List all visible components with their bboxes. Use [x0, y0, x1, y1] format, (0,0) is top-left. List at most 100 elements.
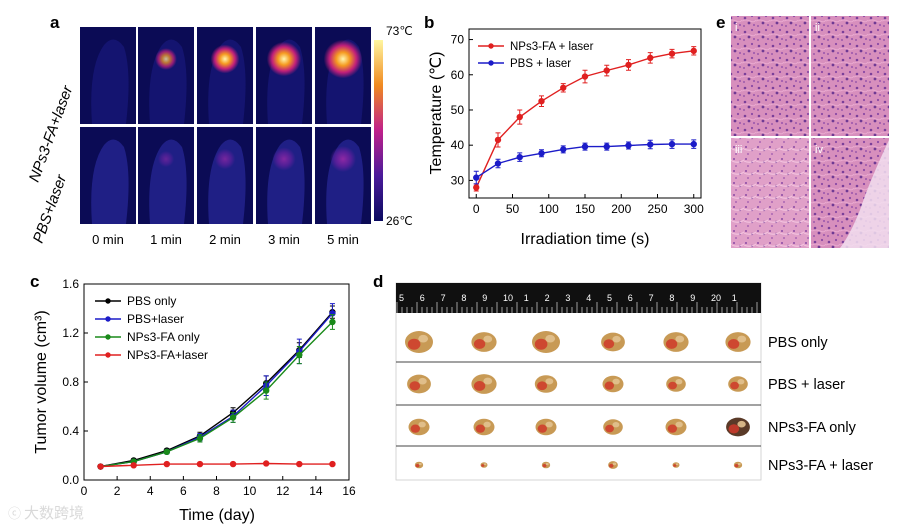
- data-point-1-0: [473, 174, 480, 181]
- data-point-0-5: [581, 73, 589, 80]
- data-point-1-5: [581, 143, 589, 150]
- data-point-3-3: [196, 460, 204, 468]
- tumor-3-0: [414, 461, 424, 469]
- thermal-image-npfa-1: [138, 27, 194, 124]
- data-point-0-2: [516, 113, 523, 121]
- data-point-1-8: [647, 141, 654, 148]
- quadrant-label-ii: ii: [815, 22, 820, 34]
- panel-c: c 0 2 4 6 8 10 12 14 160.00.40.81.21.6 PBS onlyP…: [30, 272, 356, 524]
- y-tick-label-4: 70: [451, 33, 465, 47]
- panel-c-letter: c: [30, 272, 39, 291]
- y-tick-label-0: 30: [451, 173, 465, 187]
- watermark: ⓒ 大数跨境: [8, 504, 84, 522]
- quadrant-label-i: i: [735, 22, 737, 34]
- x-tick-label-7: 14: [309, 484, 323, 498]
- tumor-1-2: [534, 375, 558, 393]
- tumor-rows: PBS only PBS + laser NPs3-FA only NPs3-FA +…: [396, 331, 873, 474]
- tumor-1-1: [471, 374, 497, 394]
- x-tick-label-5: 10: [243, 484, 257, 498]
- tumor-1-4: [666, 376, 686, 392]
- series-line-0: [100, 311, 333, 468]
- data-point-0-10: [690, 47, 697, 55]
- series-1: [97, 303, 336, 470]
- tumor-2-5: [726, 417, 750, 437]
- colorbar-min-label: 26℃: [386, 214, 413, 228]
- tumor-row-3: NPs3-FA + laser: [396, 445, 873, 474]
- data-point-2-2: [163, 448, 171, 456]
- panel-b-letter: b: [424, 13, 434, 32]
- legend-b: NPs3-FA + laser PBS + laser: [478, 41, 594, 70]
- ruler-number-9: 4: [586, 293, 591, 303]
- ruler-number-14: 9: [690, 293, 695, 303]
- ruler-number-11: 6: [628, 293, 633, 303]
- legend-marker-1: [105, 316, 111, 322]
- data-point-0-6: [603, 67, 610, 74]
- thermal-image-npfa-4: [315, 27, 371, 124]
- data-point-2-7: [329, 318, 336, 326]
- data-point-1-4: [560, 146, 567, 153]
- tumor-row-1: PBS + laser: [396, 361, 845, 394]
- tumor-row-label-0: PBS only: [768, 335, 828, 351]
- histology-image-ii: [811, 16, 889, 136]
- ruler-number-16: 1: [732, 293, 737, 303]
- data-point-0-1: [494, 136, 502, 144]
- ruler-number-4: 9: [482, 293, 487, 303]
- legend-label-2: NPs3-FA only: [127, 330, 200, 344]
- data-point-0-8: [647, 54, 654, 62]
- data-point-1-1: [494, 160, 502, 167]
- tumor-2-3: [603, 419, 623, 435]
- x-tick-label-4: 200: [611, 202, 631, 216]
- data-point-3-2: [163, 460, 171, 468]
- ruler-number-10: 5: [607, 293, 612, 303]
- histology-clear-region: [840, 140, 889, 248]
- series-3: [97, 460, 336, 470]
- data-point-1-9: [668, 140, 676, 148]
- legend-label-0: PBS only: [127, 294, 176, 308]
- row-label-npfa: NPs3-FA+laser: [26, 83, 77, 185]
- data-point-2-5: [262, 387, 270, 394]
- panel-e: e i ii iii iv: [716, 13, 889, 248]
- series-line-2: [100, 321, 333, 468]
- x-axis-label-b: Irradiation time (s): [521, 231, 650, 248]
- x-tick-label-5: 250: [647, 202, 667, 216]
- time-label-4: 5 min: [327, 232, 359, 247]
- tumor-1-3: [602, 375, 624, 393]
- y-tick-label-3: 1.2: [62, 326, 79, 340]
- panel-b: b 0 50 100 150 200 250 300 30 40 50 60 70 NPs3-FA +…: [424, 13, 704, 248]
- thermal-image-pbs-4: [315, 127, 371, 224]
- legend-label-3: NPs3-FA+laser: [127, 348, 208, 362]
- tumor-row-label-1: PBS + laser: [768, 377, 845, 393]
- x-tick-label-1: 50: [506, 202, 520, 216]
- ruler: [396, 283, 761, 313]
- y-tick-label-3: 60: [451, 68, 465, 82]
- series-1: [473, 139, 697, 185]
- data-point-3-1: [130, 462, 137, 469]
- tumor-3-5: [733, 461, 743, 469]
- time-label-2: 2 min: [209, 232, 241, 247]
- tumor-2-0: [408, 418, 430, 436]
- histology-image-i: [731, 16, 809, 136]
- x-tick-label-0: 0: [81, 484, 88, 498]
- thermal-image-pbs-0: [80, 127, 136, 224]
- tumor-row-label-2: NPs3-FA only: [768, 420, 857, 436]
- tumor-0-1: [471, 332, 497, 352]
- watermark-logo-icon: ⓒ: [8, 506, 21, 521]
- tumor-0-0: [405, 331, 433, 353]
- axes-b: 0 50 100 150 200 250 300 30 40 50 60 70: [451, 33, 704, 216]
- tumor-1-5: [728, 376, 748, 392]
- legend-marker-1: [488, 60, 494, 66]
- data-point-1-10: [690, 140, 697, 148]
- x-tick-label-8: 16: [342, 484, 356, 498]
- data-point-0-7: [625, 61, 632, 69]
- data-point-0-0: [473, 184, 480, 191]
- panel-d-letter: d: [373, 272, 383, 291]
- x-tick-label-6: 12: [276, 484, 290, 498]
- x-axis-label-c: Time (day): [179, 507, 255, 524]
- histology-image-iii: [731, 138, 809, 248]
- data-point-1-3: [538, 150, 545, 157]
- x-tick-label-4: 8: [213, 484, 220, 498]
- series-line-3: [100, 462, 333, 468]
- data-point-2-4: [229, 414, 237, 421]
- thermal-image-pbs-3: [256, 127, 312, 224]
- data-point-1-6: [603, 143, 610, 150]
